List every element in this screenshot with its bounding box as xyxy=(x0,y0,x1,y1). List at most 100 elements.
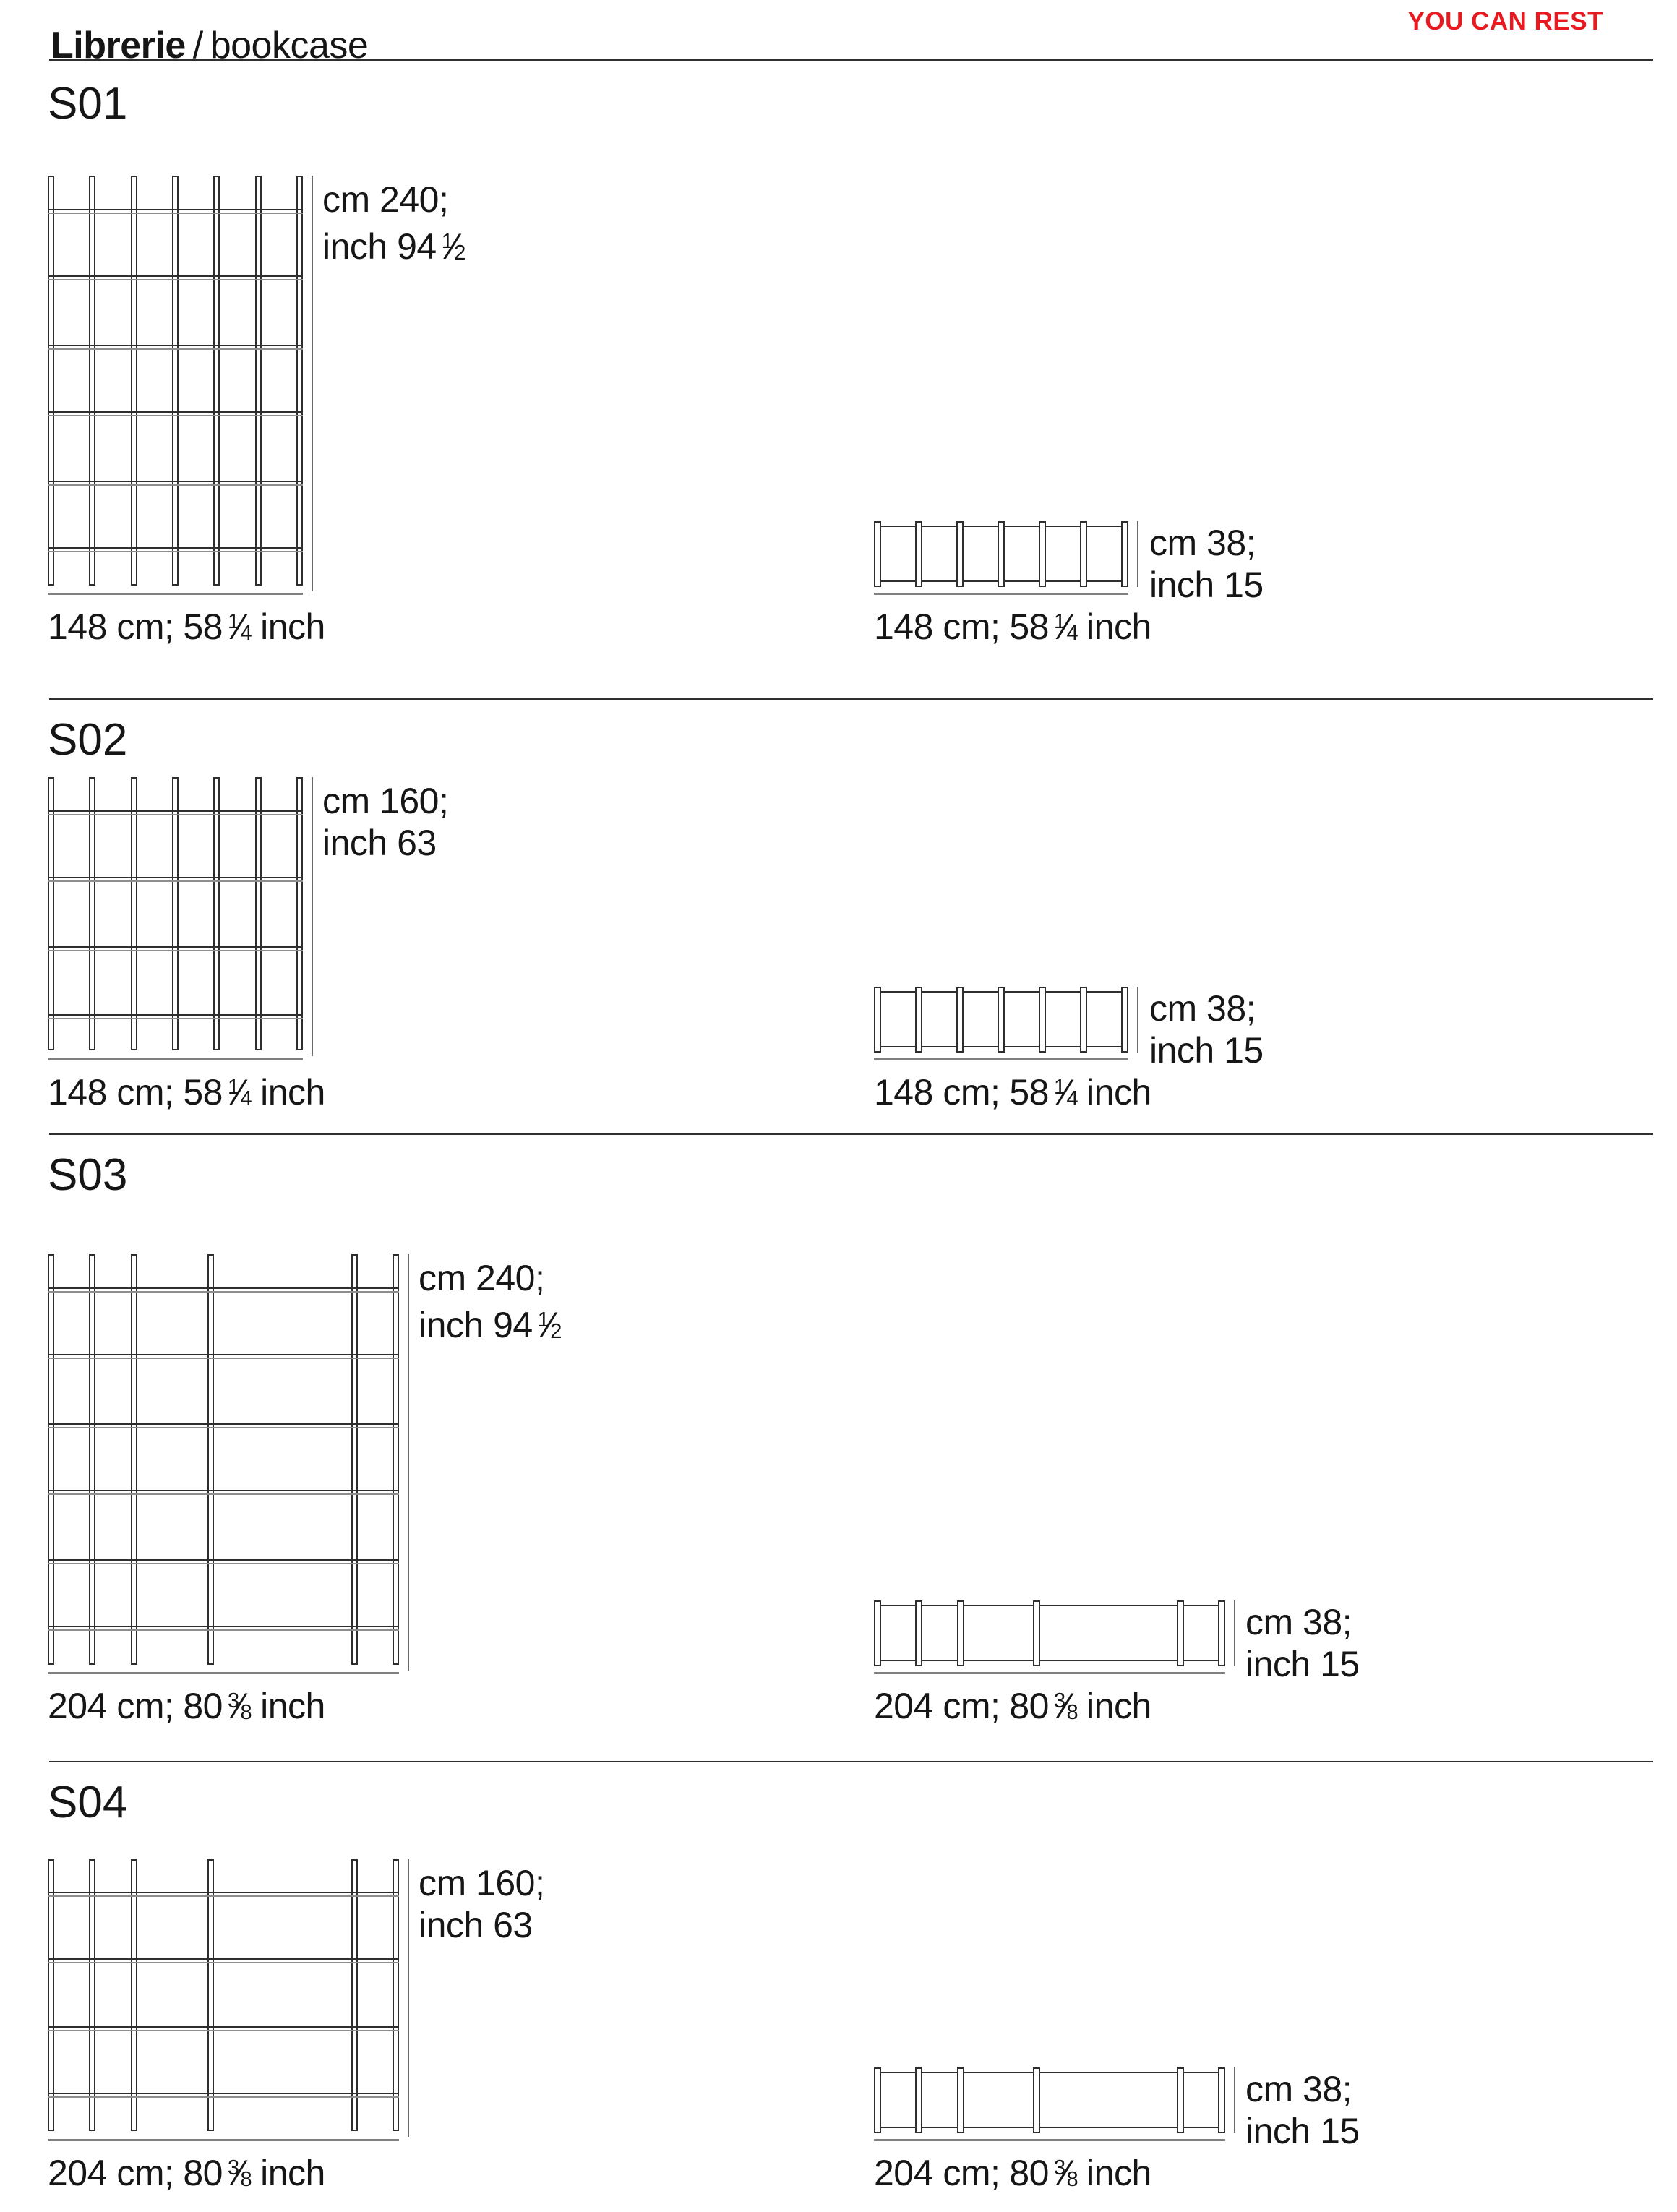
height-inch-value: inch 63 xyxy=(322,823,437,863)
front-height-label: cm 240; inch 94 1⁄2 xyxy=(322,179,468,274)
width-inch-fraction: 1⁄4 xyxy=(227,606,252,647)
bookcase-shelf xyxy=(48,546,303,552)
width-inch-fraction: 1⁄4 xyxy=(1053,1072,1078,1113)
bookcase-post xyxy=(296,777,303,1050)
front-view-drawing xyxy=(48,1859,399,2131)
header-rule xyxy=(49,59,1653,61)
section-divider xyxy=(49,1133,1653,1135)
width-cm-value: 148 cm; xyxy=(48,606,174,647)
height-inch-fraction: 1⁄2 xyxy=(537,1305,562,1346)
bookcase-shelf xyxy=(48,2025,399,2031)
height-cm-value: cm 240; xyxy=(322,179,449,220)
width-inch-fraction: 1⁄4 xyxy=(1053,606,1078,647)
front-width-label: 204 cm; 80 3⁄8 inch xyxy=(48,2153,325,2193)
brand-tagline: YOU CAN REST xyxy=(1407,7,1603,35)
bookcase-post xyxy=(874,987,881,1053)
height-dimension-line xyxy=(312,176,313,591)
bookcase-shelf xyxy=(48,2092,399,2098)
top-view-drawing xyxy=(874,987,1128,1053)
bookcase-post xyxy=(915,521,922,587)
top-depth-label: cm 38; inch 15 xyxy=(1149,522,1264,606)
bookcase-post xyxy=(207,1254,214,1665)
bookcase-post xyxy=(351,1254,358,1665)
height-cm-value: cm 160; xyxy=(322,781,449,821)
depth-dimension-line xyxy=(1137,987,1138,1053)
bookcase-post xyxy=(254,176,262,586)
bookcase-shelf xyxy=(48,1287,399,1293)
bookcase-post xyxy=(915,987,922,1053)
bookcase-post xyxy=(1121,987,1128,1053)
bookcase-post xyxy=(130,777,137,1050)
bookcase-post xyxy=(956,987,964,1053)
bookcase-post xyxy=(207,1859,214,2131)
top-width-label: 148 cm; 58 1⁄4 inch xyxy=(874,606,1151,647)
bookcase-post xyxy=(998,521,1005,587)
bookcase-shelf xyxy=(48,1353,399,1359)
front-width-label: 148 cm; 58 1⁄4 inch xyxy=(48,606,325,648)
width-inch-fraction: 3⁄8 xyxy=(1053,1686,1078,1726)
bookcase-shelf-plan xyxy=(874,2072,1225,2128)
depth-dimension-line xyxy=(1234,2067,1235,2133)
bookcase-post xyxy=(1039,987,1046,1053)
bookcase-post xyxy=(254,777,262,1050)
bookcase-shelf xyxy=(48,275,303,280)
bookcase-post xyxy=(1176,2067,1184,2133)
bookcase-post xyxy=(213,176,220,586)
bookcase-post xyxy=(48,777,54,1050)
bookcase-shelf xyxy=(48,1958,399,1963)
top-width-dimension-line xyxy=(874,2139,1225,2141)
bookcase-shelf-plan xyxy=(874,1605,1225,1661)
bookcase-shelf xyxy=(48,1892,399,1898)
bookcase-post xyxy=(172,176,179,586)
bookcase-post xyxy=(1079,987,1087,1053)
height-inch-fraction: 1⁄2 xyxy=(441,226,466,267)
bookcase-post xyxy=(1218,2067,1225,2133)
width-inch-fraction: 3⁄8 xyxy=(227,2153,252,2193)
front-height-label: cm 160; inch 63 xyxy=(322,780,449,864)
page-title-divider: / xyxy=(192,25,203,67)
bookcase-post xyxy=(130,176,137,586)
bookcase-shelf xyxy=(48,1489,399,1495)
front-height-label: cm 240; inch 94 1⁄2 xyxy=(419,1258,562,1346)
top-width-dimension-line xyxy=(874,1672,1225,1674)
depth-dimension-line xyxy=(1137,521,1138,587)
bookcase-shelf xyxy=(48,1559,399,1564)
top-width-label: 148 cm; 58 1⁄4 inch xyxy=(874,1072,1151,1113)
bookcase-post xyxy=(48,176,54,586)
bookcase-post xyxy=(1039,521,1046,587)
bookcase-post xyxy=(393,1254,399,1665)
bookcase-post xyxy=(213,777,220,1050)
bookcase-post xyxy=(874,2067,881,2133)
height-dimension-line xyxy=(312,777,313,1056)
front-view-drawing xyxy=(48,176,303,586)
top-depth-label: cm 38; inch 15 xyxy=(1149,988,1264,1071)
bookcase-post xyxy=(1033,2067,1041,2133)
depth-inch-value: inch 15 xyxy=(1149,565,1264,605)
front-width-dimension-line xyxy=(48,2139,399,2141)
width-inch-fraction: 3⁄8 xyxy=(1053,2153,1078,2193)
bookcase-shelf xyxy=(48,1014,303,1020)
front-height-label: cm 160; inch 63 xyxy=(419,1863,545,1945)
bookcase-post xyxy=(1033,1600,1041,1666)
height-dimension-line xyxy=(408,1859,409,2137)
bookcase-post xyxy=(48,1859,54,2131)
front-view-drawing xyxy=(48,1254,399,1665)
front-view-drawing xyxy=(48,777,303,1050)
bookcase-shelf xyxy=(48,1625,399,1631)
top-view-drawing xyxy=(874,1600,1225,1666)
top-width-label: 204 cm; 80 3⁄8 inch xyxy=(874,2153,1151,2193)
top-view-drawing xyxy=(874,2067,1225,2133)
front-width-dimension-line xyxy=(48,593,303,595)
top-depth-label: cm 38; inch 15 xyxy=(1245,2069,1360,2151)
bookcase-post xyxy=(1176,1600,1184,1666)
height-dimension-line xyxy=(408,1254,409,1671)
bookcase-post xyxy=(956,521,964,587)
bookcase-post xyxy=(1121,521,1128,587)
front-width-dimension-line xyxy=(48,1672,399,1674)
top-depth-label: cm 38; inch 15 xyxy=(1245,1602,1360,1684)
bookcase-shelf xyxy=(48,876,303,882)
bookcase-post xyxy=(48,1254,54,1665)
depth-dimension-line xyxy=(1234,1600,1235,1666)
bookcase-post xyxy=(915,2067,923,2133)
